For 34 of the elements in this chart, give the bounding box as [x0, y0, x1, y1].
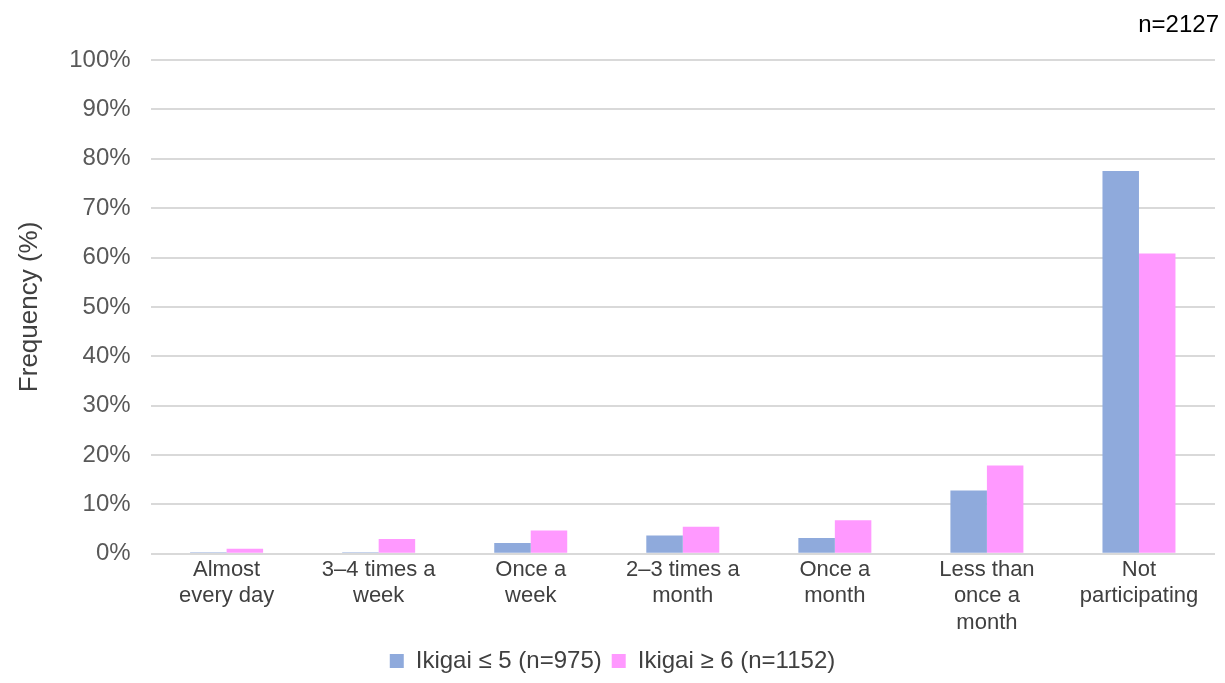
y-tick-label: 50% [82, 291, 131, 319]
bar [1138, 253, 1176, 553]
y-tick-label: 100% [69, 44, 131, 72]
y-tick-label: 30% [82, 390, 131, 418]
bar [530, 530, 568, 553]
bar [646, 535, 683, 553]
y-tick-label: 70% [82, 192, 131, 220]
x-tick-label: Not participating [1079, 556, 1199, 608]
x-tick-label: Once a week [495, 556, 567, 608]
text: n=2127 [1138, 10, 1219, 38]
y-tick-label: 0% [95, 538, 131, 566]
y-tick-label: 40% [82, 340, 131, 368]
bar [798, 538, 835, 553]
y-tick-label: 80% [82, 143, 131, 171]
y-tick-label: 60% [82, 242, 131, 270]
bar [378, 538, 416, 553]
legend-label: Ikigai ≤ 5 (n=975) [415, 645, 602, 673]
bar [950, 490, 987, 553]
legend-label: Ikigai ≥ 6 (n=1152) [637, 645, 836, 673]
y-tick-label: 10% [82, 489, 131, 517]
bar [226, 548, 264, 553]
bar [834, 520, 872, 553]
bar [1102, 171, 1139, 553]
x-tick-label: Once a month [799, 556, 872, 608]
y-tick-label: 90% [82, 94, 131, 121]
bar [682, 526, 720, 553]
x-tick-label: 2–3 times a month [625, 556, 741, 608]
bar [494, 542, 531, 553]
x-tick-label: Almost every day [178, 556, 275, 608]
y-axis-title: Frequency (%) [12, 221, 43, 393]
bar [986, 465, 1024, 553]
y-tick-label: 20% [82, 439, 131, 467]
x-tick-label: Less than once a month [939, 556, 1035, 634]
x-tick-label: 3–4 times a week [321, 556, 437, 608]
